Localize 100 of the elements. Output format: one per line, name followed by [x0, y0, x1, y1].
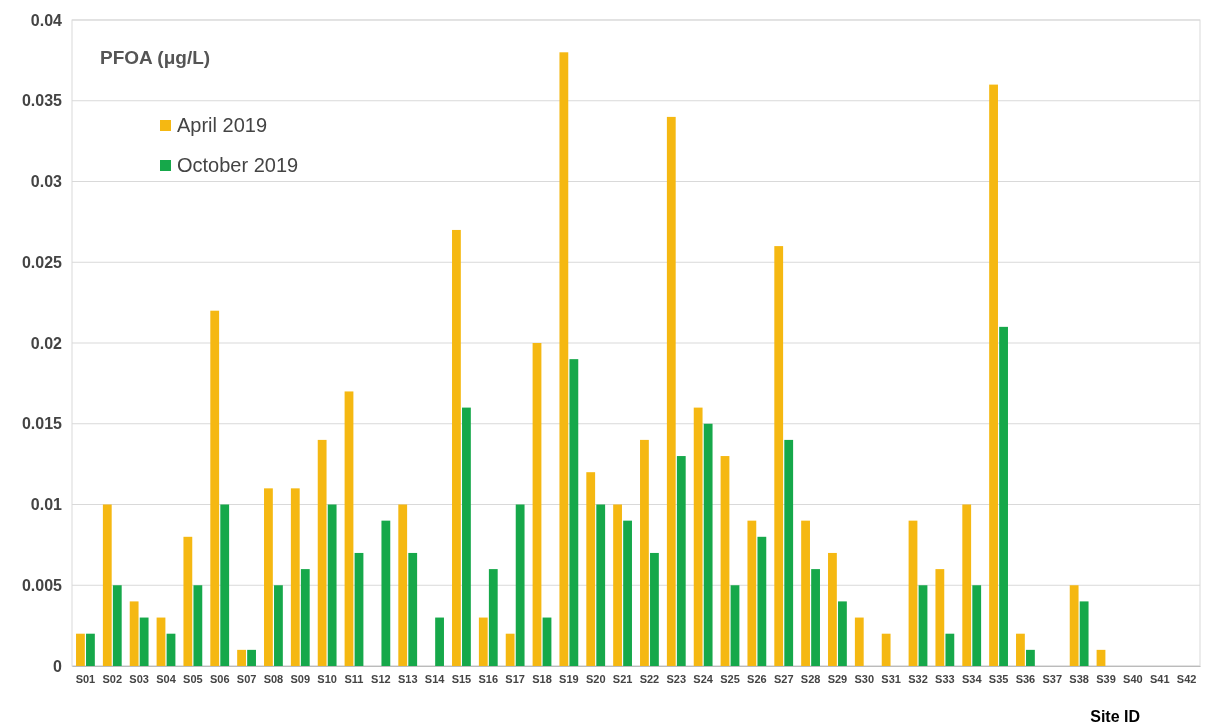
bar: [166, 633, 176, 666]
bar: [945, 633, 955, 666]
bar: [757, 536, 767, 666]
x-tick-label: S18: [532, 672, 552, 685]
bar: [676, 456, 686, 666]
legend-label: October 2019: [177, 154, 299, 176]
bar: [300, 569, 310, 666]
bar: [972, 585, 982, 666]
bar: [720, 456, 730, 666]
x-tick-label: S32: [908, 672, 928, 685]
x-tick-label: S31: [881, 672, 901, 685]
bar: [290, 488, 300, 666]
bar: [747, 520, 757, 666]
x-tick-label: S36: [1015, 672, 1036, 685]
bar: [327, 504, 337, 666]
bar: [1069, 585, 1079, 666]
x-tick-label: S28: [800, 672, 821, 685]
bar: [730, 585, 740, 666]
bar: [811, 569, 820, 666]
bar: [237, 649, 246, 666]
bar: [1026, 649, 1035, 666]
bar: [264, 488, 273, 666]
bar: [908, 520, 918, 666]
bar: [193, 585, 203, 666]
x-tick-label: S33: [935, 672, 955, 685]
bar: [693, 407, 703, 666]
x-axis-title: Site ID: [1090, 708, 1140, 725]
x-tick-label: S08: [263, 672, 284, 685]
y-tick-label: 0: [53, 657, 63, 675]
bar: [102, 504, 112, 666]
x-tick-label: S05: [183, 672, 203, 685]
bar: [344, 391, 354, 666]
bar: [559, 52, 569, 666]
bar: [274, 585, 283, 666]
x-tick-label: S38: [1069, 672, 1089, 685]
bar: [139, 617, 149, 666]
bar: [703, 423, 713, 666]
bar: [354, 552, 364, 666]
bar: [640, 439, 649, 666]
bar: [828, 552, 837, 666]
x-tick-label: S35: [988, 672, 1009, 685]
bar: [918, 585, 928, 666]
bar: [774, 246, 784, 666]
x-tick-label: S23: [666, 672, 687, 685]
x-tick-label: S19: [559, 672, 579, 685]
y-tick-label: 0.04: [30, 11, 63, 29]
x-tick-label: S12: [371, 672, 391, 685]
bar: [247, 649, 256, 666]
y-tick-label: 0.03: [30, 173, 63, 191]
bar: [381, 520, 391, 666]
x-tick-label: S17: [505, 672, 525, 685]
bar: [613, 504, 622, 666]
x-tick-label: S14: [424, 672, 446, 685]
bar: [183, 536, 193, 666]
bar: [515, 504, 525, 666]
x-tick-label: S07: [236, 672, 257, 685]
bar: [935, 569, 945, 666]
x-tick-label: S25: [720, 672, 740, 685]
x-tick-label: S40: [1123, 672, 1143, 685]
bar: [76, 633, 85, 666]
y-tick-label: 0.015: [21, 415, 63, 433]
x-tick-label: S13: [397, 672, 418, 685]
bar: [129, 601, 139, 666]
bar: [999, 326, 1008, 666]
x-tick-label: S41: [1149, 672, 1170, 685]
bar: [86, 633, 95, 666]
bar: [112, 585, 122, 666]
bar: [532, 343, 542, 666]
x-tick-label: S39: [1096, 672, 1116, 685]
bar: [408, 552, 418, 666]
bar: [962, 504, 972, 666]
bar: [666, 116, 676, 666]
bar: [220, 504, 230, 666]
bar: [801, 520, 810, 666]
x-tick-label: S20: [585, 672, 606, 685]
bar: [462, 407, 471, 666]
x-tick-label: S29: [827, 672, 848, 685]
legend-label: April 2019: [177, 114, 268, 136]
bar: [505, 633, 515, 666]
bar: [569, 359, 579, 666]
x-tick-label: S15: [451, 672, 472, 685]
bar: [542, 617, 552, 666]
bar: [1096, 649, 1106, 666]
bar: [989, 84, 998, 666]
bar: [881, 633, 891, 666]
bar: [398, 504, 408, 666]
bar: [317, 439, 327, 666]
bar: [210, 310, 220, 666]
bar: [435, 617, 444, 666]
bar: [784, 439, 794, 666]
x-tick-label: S10: [317, 672, 337, 685]
x-tick-label: S30: [854, 672, 875, 685]
x-tick-label: S02: [102, 672, 123, 685]
x-tick-label: S04: [156, 672, 177, 685]
bar: [838, 601, 847, 666]
bar: [478, 617, 488, 666]
y-tick-label: 0.005: [21, 576, 63, 594]
x-tick-label: S42: [1176, 672, 1197, 685]
x-tick-label: S21: [612, 672, 633, 685]
x-tick-label: S06: [209, 672, 230, 685]
